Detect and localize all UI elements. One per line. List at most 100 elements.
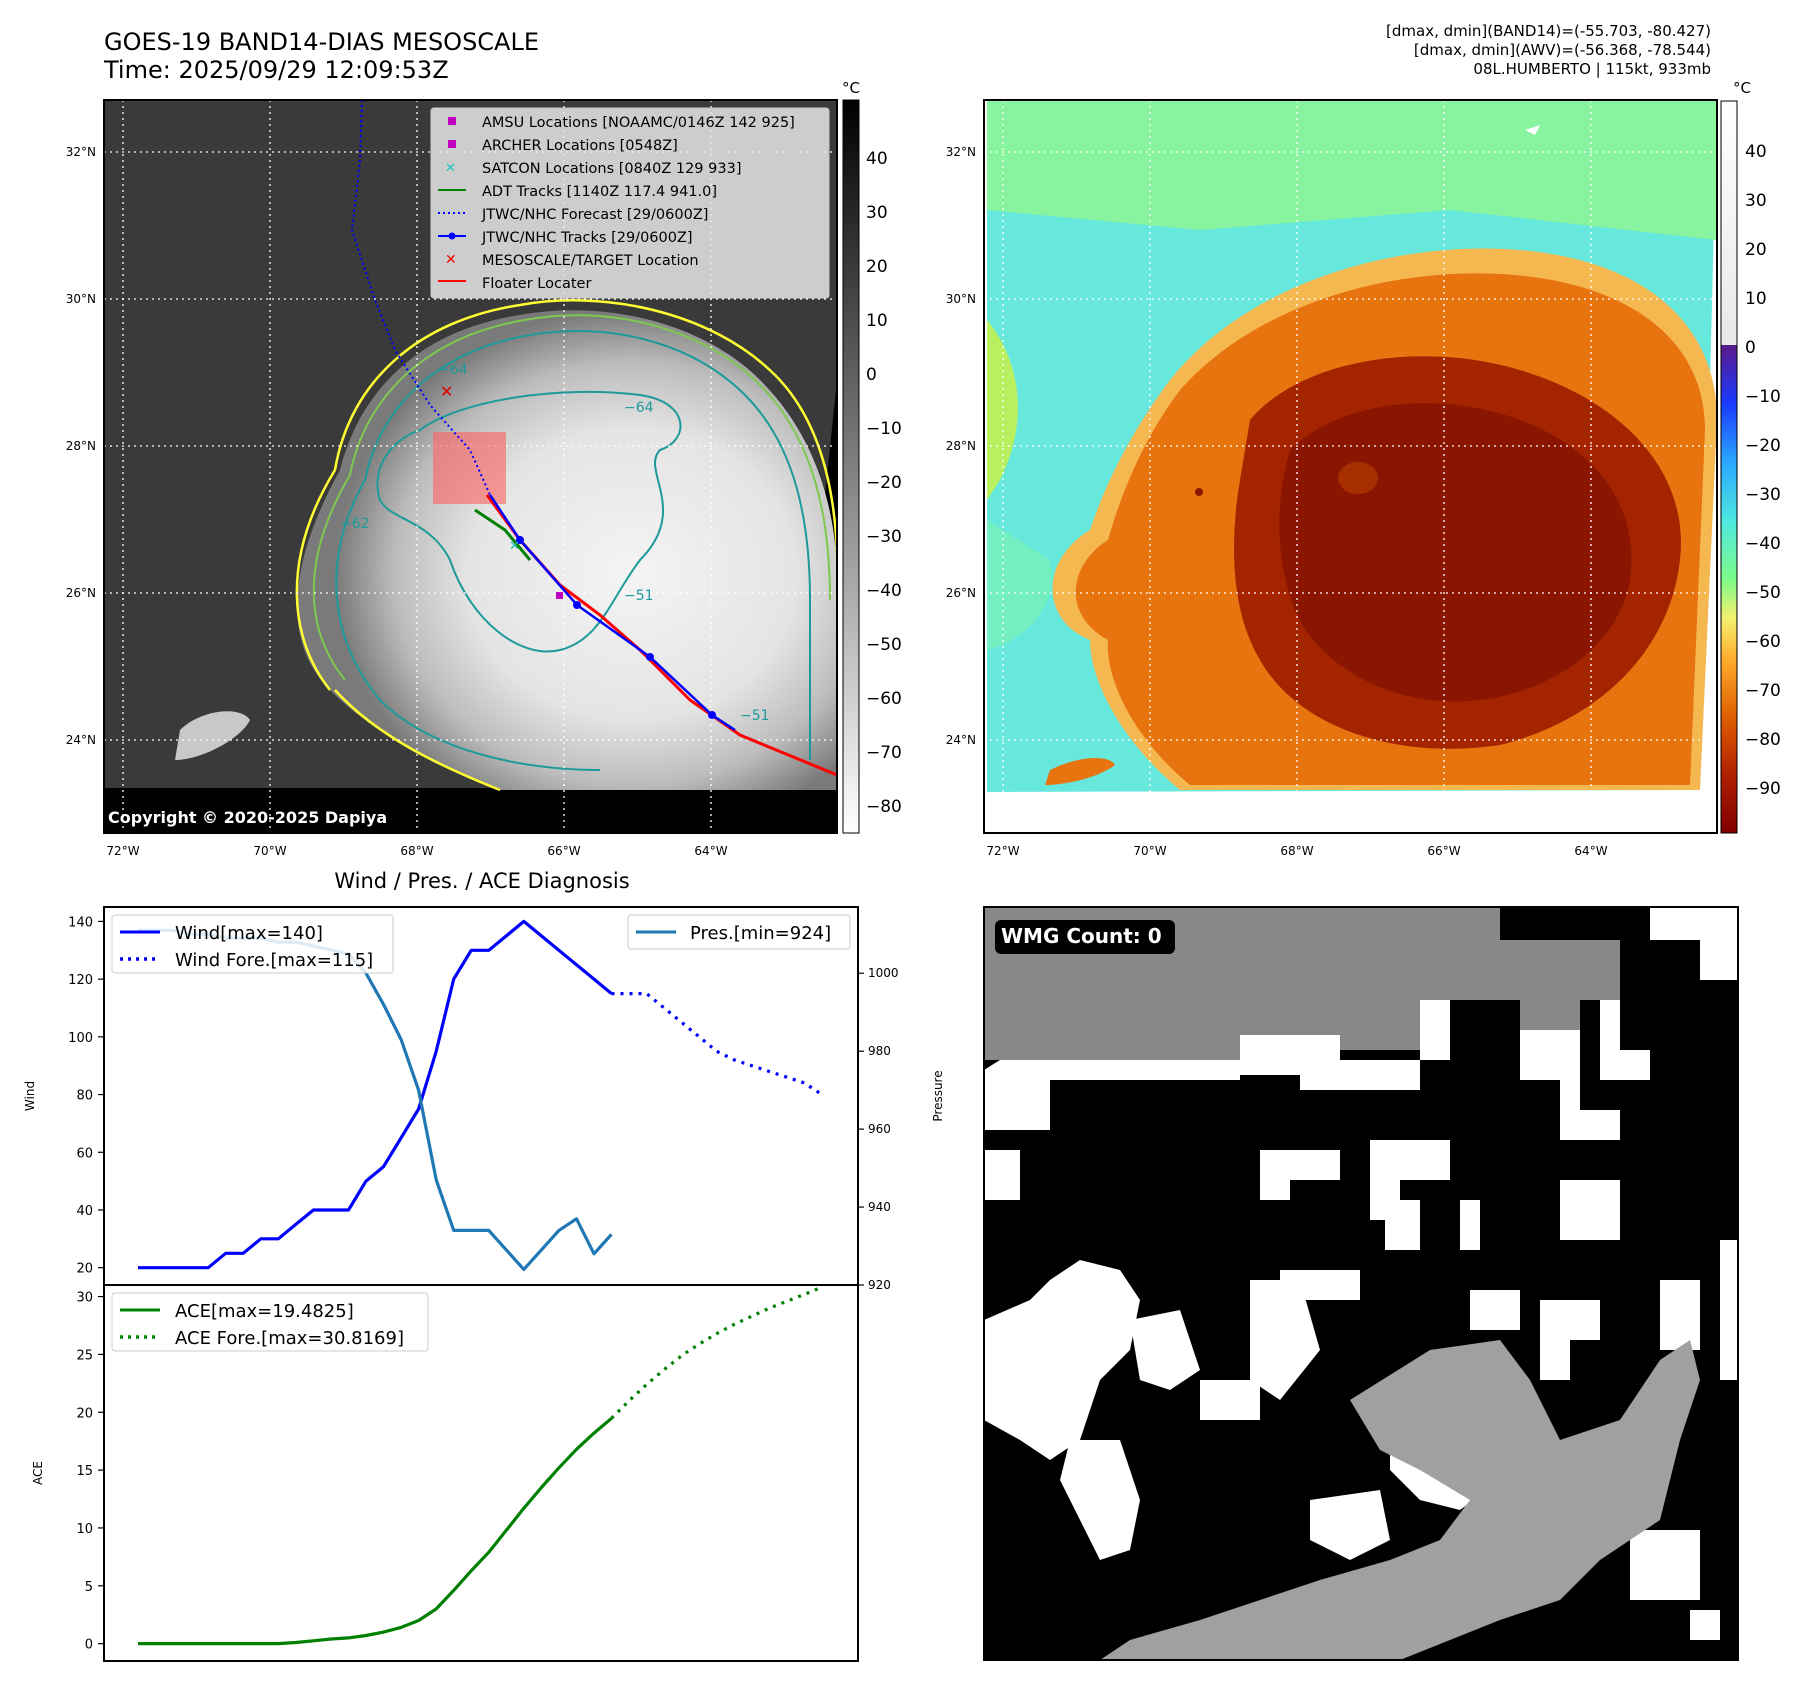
svg-text:66°W: 66°W — [1427, 844, 1460, 858]
contour-green — [312, 314, 831, 681]
floater-box — [433, 432, 506, 504]
left-map-axis-labels: 72°W 70°W 68°W 66°W 64°W 32°N 30°N 28°N … — [66, 145, 728, 858]
svg-text:−40: −40 — [1745, 534, 1781, 554]
svg-text:30°N: 30°N — [946, 292, 976, 306]
awv-map — [984, 100, 1717, 833]
contour-labels: −64 −64 −51 −51 −62 — [340, 362, 770, 724]
svg-text:−10: −10 — [1745, 387, 1781, 407]
svg-text:✕: ✕ — [445, 252, 457, 268]
svg-text:✕: ✕ — [440, 382, 453, 401]
nhc-track — [488, 494, 736, 732]
pres-ytick-label: 920 — [868, 1278, 891, 1292]
svg-text:32°N: 32°N — [66, 145, 96, 159]
svg-text:−80: −80 — [1745, 730, 1781, 750]
svg-text:−64: −64 — [438, 362, 468, 378]
ace-legend: ACE[max=19.4825] ACE Fore.[max=30.8169] — [111, 1292, 429, 1352]
wind-ytick-label: 100 — [68, 1031, 93, 1046]
svg-text:−30: −30 — [866, 527, 902, 547]
wind-ylabel: Wind — [23, 1081, 37, 1111]
ace-ytick-label: 30 — [76, 1291, 93, 1306]
band14-colorbar: °C 40 30 20 10 0 −10 −20 −30 −40 −50 −60… — [842, 79, 902, 834]
legend-ace: ACE[max=19.4825] — [175, 1301, 354, 1322]
ace-ylabel: ACE — [31, 1461, 45, 1485]
ace-line-1 — [610, 1285, 823, 1420]
svg-text:30: 30 — [866, 203, 888, 223]
ace-series — [138, 1285, 823, 1646]
svg-text:−10: −10 — [866, 419, 902, 439]
svg-text:66°W: 66°W — [547, 844, 580, 858]
wind-pres-panel: 20 40 60 80 100 120 140 920 940 960 980 1000 Wind … — [23, 906, 945, 1292]
svg-text:−70: −70 — [1745, 681, 1781, 701]
info-block: [dmax, dmin](BAND14)=(-55.703, -80.427) … — [1386, 22, 1711, 79]
diagnosis-title: Wind / Pres. / ACE Diagnosis — [334, 869, 629, 893]
svg-text:28°N: 28°N — [66, 439, 96, 453]
pres-ytick-label: 960 — [868, 1122, 891, 1136]
ace-ytick-label: 10 — [76, 1522, 93, 1537]
svg-text:0: 0 — [1745, 338, 1756, 358]
legend-pres: Pres.[min=924] — [690, 923, 831, 944]
contour-teal-outer — [335, 329, 811, 771]
svg-text:72°W: 72°W — [106, 844, 139, 858]
right-map-grid — [984, 100, 1717, 833]
svg-text:40: 40 — [866, 149, 888, 169]
svg-text:−64: −64 — [624, 400, 654, 416]
wind-ytick-label: 20 — [76, 1262, 93, 1277]
legend-ace-fore: ACE Fore.[max=30.8169] — [175, 1328, 404, 1349]
wind-ytick-label: 80 — [76, 1089, 93, 1104]
svg-text:−90: −90 — [1745, 779, 1781, 799]
title-line-2: Time: 2025/09/29 12:09:53Z — [104, 56, 449, 84]
ace-line-0 — [138, 1417, 613, 1646]
map-legend: ✕ ✕ AMSU Locations [NOAAMC/0146Z 142 925… — [430, 107, 830, 299]
svg-text:24°N: 24°N — [946, 733, 976, 747]
svg-text:−70: −70 — [866, 743, 902, 763]
svg-text:°C: °C — [842, 79, 860, 97]
pres-legend: Pres.[min=924] — [627, 914, 851, 950]
contour-teal-inner — [376, 390, 682, 653]
ace-ytick-label: 15 — [76, 1464, 93, 1479]
legend-amsu: AMSU Locations [NOAAMC/0146Z 142 925] — [482, 115, 795, 131]
wind-legend: Wind[max=140] Wind Fore.[max=115] — [111, 914, 394, 974]
svg-text:✕: ✕ — [509, 539, 520, 554]
wmg-count-label: WMG Count: 0 — [1001, 924, 1162, 948]
svg-text:0: 0 — [866, 365, 877, 385]
contour-yellow — [295, 299, 837, 792]
svg-text:−50: −50 — [866, 635, 902, 655]
ace-ytick-label: 20 — [76, 1406, 93, 1421]
title-line-1: GOES-19 BAND14-DIAS MESOSCALE — [104, 28, 540, 56]
svg-text:68°W: 68°W — [1280, 844, 1313, 858]
svg-text:−62: −62 — [340, 516, 370, 532]
svg-text:20: 20 — [866, 257, 888, 277]
svg-text:70°W: 70°W — [253, 844, 286, 858]
svg-text:−40: −40 — [866, 581, 902, 601]
svg-text:72°W: 72°W — [986, 844, 1019, 858]
legend-floater: Floater Locater — [482, 276, 591, 292]
svg-text:24°N: 24°N — [66, 733, 96, 747]
legend-nhc-tracks: JTWC/NHC Tracks [29/0600Z] — [481, 230, 693, 246]
svg-text:−30: −30 — [1745, 485, 1781, 505]
svg-text:10: 10 — [1745, 289, 1767, 309]
wind-ytick-label: 40 — [76, 1204, 93, 1219]
legend-archer: ARCHER Locations [0548Z] — [482, 138, 678, 154]
svg-text:30: 30 — [1745, 191, 1767, 211]
svg-text:20: 20 — [1745, 240, 1767, 260]
svg-text:−20: −20 — [866, 473, 902, 493]
legend-wind-fore: Wind Fore.[max=115] — [175, 950, 373, 971]
svg-text:70°W: 70°W — [1133, 844, 1166, 858]
svg-text:−80: −80 — [866, 797, 902, 817]
storm-cloud-shield — [297, 310, 837, 790]
svg-text:−60: −60 — [866, 689, 902, 709]
legend-mesoscale: MESOSCALE/TARGET Location — [482, 253, 699, 269]
svg-text:64°W: 64°W — [694, 844, 727, 858]
right-map-axis-labels: 72°W 70°W 68°W 66°W 64°W 32°N 30°N 28°N … — [946, 145, 1608, 858]
svg-text:40: 40 — [1745, 142, 1767, 162]
wind-ytick-label: 60 — [76, 1146, 93, 1161]
main-title: GOES-19 BAND14-DIAS MESOSCALE Time: 2025… — [104, 28, 539, 84]
series-line-1 — [611, 991, 823, 1096]
svg-text:30°N: 30°N — [66, 292, 96, 306]
legend-satcon: SATCON Locations [0840Z 129 933] — [482, 161, 741, 177]
series-line-0 — [138, 919, 613, 1270]
pres-ytick-label: 1000 — [868, 966, 899, 980]
svg-text:✕: ✕ — [445, 161, 456, 176]
svg-text:−51: −51 — [624, 588, 654, 604]
